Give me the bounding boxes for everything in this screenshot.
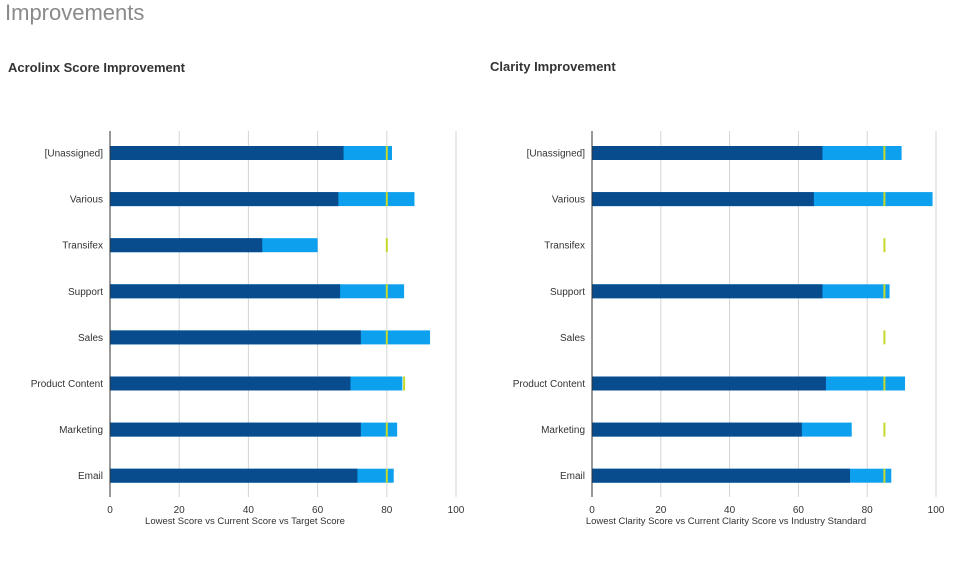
bar-lowest	[592, 468, 850, 483]
marker-target	[883, 238, 886, 253]
marker-target	[385, 192, 388, 207]
chart-title-acrolinx: Acrolinx Score Improvement	[8, 60, 185, 75]
bar-lowest	[110, 146, 344, 160]
x-tick-label: 0	[589, 505, 595, 516]
x-tick-label: 60	[312, 505, 324, 516]
marker-target	[385, 284, 388, 299]
bar-lowest	[592, 422, 802, 437]
marker-target	[883, 376, 886, 391]
x-tick-label: 20	[655, 505, 667, 516]
marker-target	[883, 284, 886, 299]
category-label: Email	[560, 471, 585, 482]
category-label: Product Content	[31, 379, 103, 390]
category-label: Various	[70, 195, 103, 206]
bar-lowest	[110, 468, 358, 483]
bar-lowest	[110, 284, 341, 299]
category-label: Email	[78, 471, 103, 482]
x-tick-label: 0	[107, 505, 113, 516]
marker-target	[385, 238, 388, 253]
marker-target	[883, 330, 886, 345]
category-label: Sales	[78, 333, 103, 344]
x-tick-label: 100	[448, 505, 465, 516]
x-tick-label: 40	[243, 505, 255, 516]
bar-lowest	[110, 192, 339, 207]
marker-target	[883, 146, 886, 160]
bar-lowest	[592, 284, 823, 299]
page-title: Improvements	[5, 0, 145, 25]
x-axis-title: Lowest Score vs Current Score vs Target …	[145, 516, 345, 527]
category-label: Marketing	[59, 425, 103, 436]
marker-target	[403, 376, 406, 391]
x-axis-title: Lowest Clarity Score vs Current Clarity …	[586, 516, 866, 527]
bar-lowest	[592, 192, 814, 207]
bar-lowest	[110, 422, 361, 437]
category-label: Transifex	[62, 241, 103, 252]
x-tick-label: 100	[928, 505, 945, 516]
bar-lowest	[592, 376, 826, 391]
marker-target	[385, 422, 388, 437]
bar-lowest	[110, 330, 361, 345]
category-label: Sales	[560, 333, 585, 344]
category-label: [Unassigned]	[527, 149, 586, 160]
bar-lowest	[592, 146, 823, 160]
x-tick-label: 80	[862, 505, 874, 516]
category-label: Transifex	[544, 241, 585, 252]
chart-title-clarity: Clarity Improvement	[490, 59, 616, 74]
category-label: Support	[68, 287, 103, 298]
bar-lowest	[110, 376, 351, 391]
x-tick-label: 80	[381, 505, 393, 516]
marker-target	[883, 468, 886, 483]
x-tick-label: 60	[793, 505, 805, 516]
category-label: Various	[552, 195, 585, 206]
bar-lowest	[110, 238, 263, 253]
category-label: Marketing	[541, 425, 585, 436]
x-tick-label: 20	[174, 505, 186, 516]
category-label: [Unassigned]	[45, 149, 104, 160]
marker-target	[385, 468, 388, 483]
category-label: Product Content	[513, 379, 585, 390]
marker-target	[385, 146, 388, 160]
marker-target	[883, 422, 886, 437]
x-tick-label: 40	[724, 505, 736, 516]
marker-target	[883, 192, 886, 207]
marker-target	[385, 330, 388, 345]
category-label: Support	[550, 287, 585, 298]
